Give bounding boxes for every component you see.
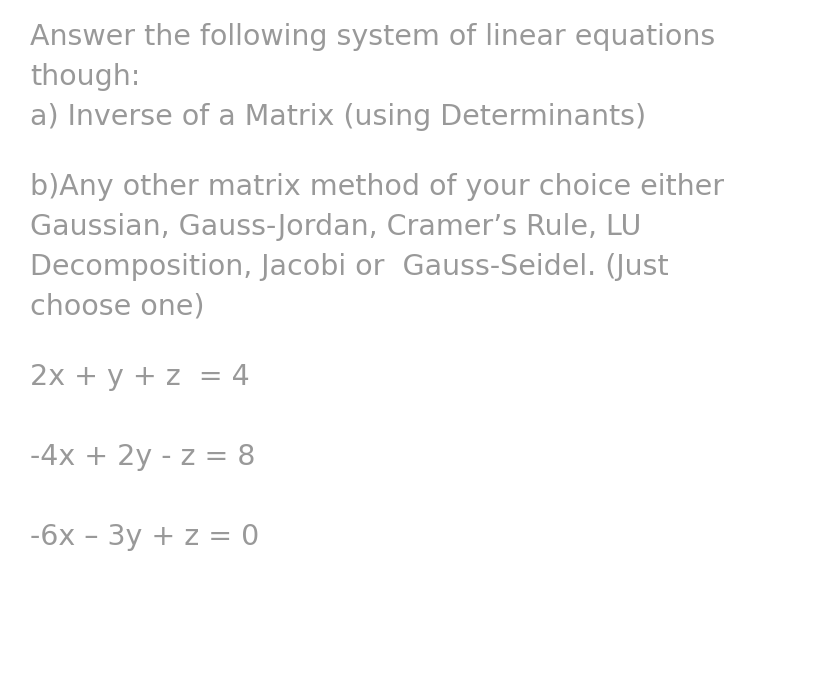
Text: Gaussian, Gauss-Jordan, Cramer’s Rule, LU: Gaussian, Gauss-Jordan, Cramer’s Rule, L… — [30, 213, 641, 241]
Text: choose one): choose one) — [30, 293, 204, 321]
Text: though:: though: — [30, 63, 141, 91]
Text: Decomposition, Jacobi or  Gauss-Seidel. (Just: Decomposition, Jacobi or Gauss-Seidel. (… — [30, 253, 668, 281]
Text: Answer the following system of linear equations: Answer the following system of linear eq… — [30, 23, 715, 51]
Text: -4x + 2y - z = 8: -4x + 2y - z = 8 — [30, 443, 256, 471]
Text: 2x + y + z  = 4: 2x + y + z = 4 — [30, 363, 250, 391]
Text: a) Inverse of a Matrix (using Determinants): a) Inverse of a Matrix (using Determinan… — [30, 103, 645, 131]
Text: b)Any other matrix method of your choice either: b)Any other matrix method of your choice… — [30, 173, 724, 201]
Text: -6x – 3y + z = 0: -6x – 3y + z = 0 — [30, 523, 259, 551]
